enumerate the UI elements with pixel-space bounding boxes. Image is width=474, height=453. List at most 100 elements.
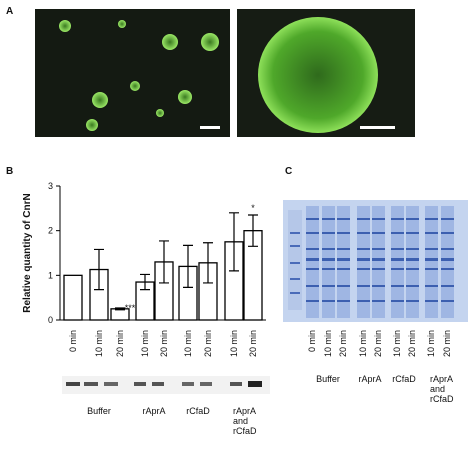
x-tick-label: 0 min <box>68 330 78 352</box>
x-tick-label: 10 min <box>229 330 239 357</box>
band <box>391 285 404 287</box>
band <box>425 248 438 250</box>
x-tick-label: 20 min <box>159 330 169 357</box>
band <box>322 232 335 234</box>
panel-label: C <box>285 166 292 177</box>
lane-label: 10 min <box>426 330 436 357</box>
x-tick-label: 10 min <box>183 330 193 357</box>
x-tick-label: 10 min <box>140 330 150 357</box>
y-tick-label: 1 <box>48 270 53 280</box>
band <box>406 248 419 250</box>
y-tick-label: 0 <box>48 315 53 325</box>
panel-label: B <box>6 166 13 177</box>
band <box>306 300 319 302</box>
band <box>337 248 350 250</box>
band <box>322 285 335 287</box>
error-bar <box>229 212 239 272</box>
band <box>372 300 385 302</box>
band <box>372 268 385 270</box>
band <box>441 248 454 250</box>
error-bar <box>203 242 213 284</box>
band <box>357 218 370 220</box>
band <box>337 232 350 234</box>
band <box>391 218 404 220</box>
band <box>322 258 335 261</box>
band <box>357 285 370 287</box>
band <box>322 268 335 270</box>
significance: * <box>251 203 255 213</box>
band <box>391 258 404 261</box>
band <box>372 248 385 250</box>
marker-band <box>290 292 300 294</box>
panel-label: A <box>6 6 13 17</box>
group-label: rAprA <box>358 374 381 384</box>
lane-label: 10 min <box>358 330 368 357</box>
band <box>425 232 438 234</box>
band <box>391 268 404 270</box>
y-tick-label: 2 <box>48 226 53 236</box>
band <box>306 232 319 234</box>
marker-band <box>290 232 300 234</box>
band <box>441 268 454 270</box>
x-tick-label: 20 min <box>203 330 213 357</box>
band <box>337 300 350 302</box>
group-label: rCfaD <box>186 406 210 416</box>
band <box>441 285 454 287</box>
marker-band <box>290 245 300 247</box>
micrograph-left <box>35 9 230 137</box>
error-bar <box>159 240 169 284</box>
band <box>425 268 438 270</box>
band <box>406 232 419 234</box>
group-label: Buffer <box>316 374 340 384</box>
band <box>322 248 335 250</box>
error-bar <box>94 248 104 291</box>
micrograph-right <box>237 9 415 137</box>
band <box>372 285 385 287</box>
group-label: Buffer <box>87 406 111 416</box>
band <box>441 218 454 220</box>
x-tick-label: 10 min <box>94 330 104 357</box>
band <box>357 268 370 270</box>
x-tick-label: 20 min <box>248 330 258 357</box>
group-label: rAprA and rCfaD <box>233 406 257 436</box>
band <box>322 218 335 220</box>
band <box>372 218 385 220</box>
error-bar <box>248 214 258 247</box>
error-bar <box>140 273 150 291</box>
band <box>306 218 319 220</box>
band <box>391 232 404 234</box>
western-blot <box>62 376 270 394</box>
lane-label: 10 min <box>323 330 333 357</box>
band <box>406 285 419 287</box>
group-label: rAprA <box>142 406 165 416</box>
band <box>372 258 385 261</box>
band <box>357 258 370 261</box>
marker-band <box>290 262 300 264</box>
band <box>406 268 419 270</box>
band <box>406 218 419 220</box>
marker-band <box>290 278 300 280</box>
band <box>306 285 319 287</box>
band <box>425 285 438 287</box>
band <box>441 258 454 261</box>
band <box>406 300 419 302</box>
band <box>322 300 335 302</box>
band <box>357 300 370 302</box>
group-label: rCfaD <box>392 374 416 384</box>
bar <box>63 274 83 321</box>
lane-label: 20 min <box>407 330 417 357</box>
lane-label: 20 min <box>442 330 452 357</box>
group-label: rAprA and rCfaD <box>430 374 454 404</box>
y-tick-label: 3 <box>48 181 53 191</box>
band <box>425 300 438 302</box>
gel-image: 0 min 10 min 20 min 10 min 20 min 10 min 20 mi… <box>283 200 468 404</box>
band <box>425 218 438 220</box>
marker-lane <box>288 210 302 310</box>
lane-label: 20 min <box>373 330 383 357</box>
significance: *** <box>125 303 136 313</box>
band <box>306 268 319 270</box>
band <box>441 232 454 234</box>
band <box>357 248 370 250</box>
x-tick-label: 20 min <box>115 330 125 357</box>
